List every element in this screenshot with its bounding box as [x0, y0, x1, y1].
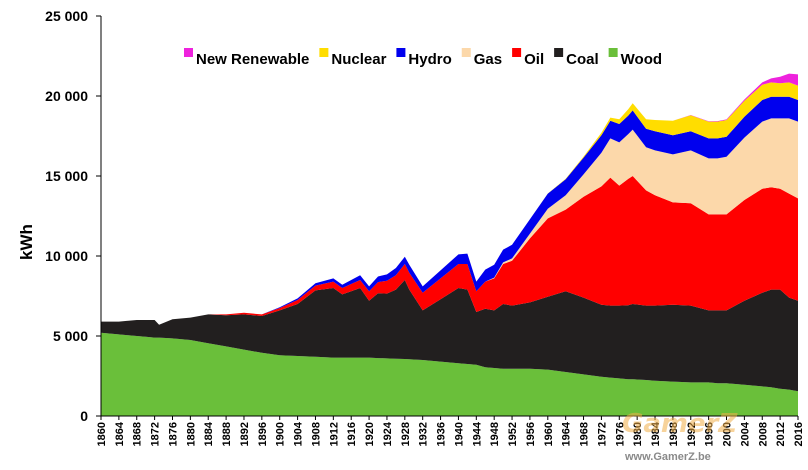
- x-tick-label: 1924: [382, 421, 394, 446]
- legend: New Renewable Nuclear Hydro Gas Oil Coal Wood: [184, 48, 662, 68]
- x-tick-label: 1872: [150, 422, 162, 446]
- x-tick-label: 1964: [561, 421, 573, 446]
- x-tick-label: 1952: [507, 422, 519, 446]
- x-tick-label: 2012: [775, 422, 787, 446]
- x-tick-label: 1936: [436, 422, 448, 446]
- watermark-url: www.GamerZ.be: [624, 451, 711, 463]
- x-tick-label: 1860: [96, 422, 108, 446]
- x-tick-label: 1892: [239, 422, 251, 446]
- watermark: GamerZ www.GamerZ.be: [622, 409, 738, 463]
- x-tick-label: 1904: [293, 421, 305, 446]
- x-tick-label: 1900: [275, 422, 287, 446]
- legend-swatch-nuclear: [319, 48, 329, 57]
- legend-label-wood: Wood: [621, 51, 662, 68]
- area-coal: [101, 280, 798, 392]
- x-tick-label: 2016: [793, 422, 805, 446]
- x-tick-label: 1928: [400, 422, 412, 446]
- legend-swatch-gas: [461, 48, 471, 57]
- x-tick-label: 1920: [364, 422, 376, 446]
- legend-swatch-hydro: [396, 48, 406, 57]
- x-tick-label: 1992: [686, 422, 698, 446]
- x-tick-label: 1948: [489, 422, 501, 446]
- legend-label-coal: Coal: [566, 51, 599, 68]
- x-tick-label: 2008: [757, 422, 769, 446]
- y-axis-label: kWh: [17, 224, 36, 260]
- x-tick-label: 1940: [453, 422, 465, 446]
- watermark-logo: GamerZ: [622, 409, 738, 439]
- y-tick-label: 0: [80, 408, 88, 424]
- axes: [100, 16, 798, 417]
- area-layers: [101, 73, 798, 416]
- x-tick-label: 1980: [632, 422, 644, 446]
- x-tick-label: 1908: [310, 422, 322, 446]
- x-tick-label: 1896: [257, 422, 269, 446]
- x-tick-label: 1972: [596, 422, 608, 446]
- x-tick-label: 1984: [650, 421, 662, 446]
- x-tick-label: 1888: [221, 422, 233, 446]
- x-tick-label: 1988: [668, 422, 680, 446]
- legend-label-gas: Gas: [474, 51, 502, 68]
- x-tick-label: 1868: [132, 422, 144, 446]
- legend-swatch-new-renewable: [184, 48, 193, 57]
- x-tick-label: 1880: [185, 422, 197, 446]
- legend-swatch-wood: [608, 48, 618, 57]
- x-tick-label: 1968: [579, 422, 591, 446]
- y-tick-label: 5 000: [53, 328, 88, 344]
- legend-swatch-coal: [554, 48, 564, 57]
- legend-label-hydro: Hydro: [408, 51, 451, 68]
- legend-label-nuclear: Nuclear: [331, 51, 386, 68]
- x-tick-label: 1932: [418, 422, 430, 446]
- x-tick-label: 1976: [614, 422, 626, 446]
- x-tick-label: 2004: [739, 421, 751, 446]
- x-axis-ticks: 1860 1864 1868 1872 1876 1880 1884 1888 1892 1896…: [96, 416, 805, 446]
- x-tick-label: 1956: [525, 422, 537, 446]
- x-tick-label: 1944: [471, 421, 483, 446]
- area-oil: [101, 176, 798, 325]
- x-tick-label: 1996: [704, 422, 716, 446]
- legend-swatch-oil: [512, 48, 522, 57]
- area-gas: [101, 118, 798, 325]
- x-tick-label: 1912: [328, 422, 340, 446]
- x-tick-label: 1916: [346, 422, 358, 446]
- y-tick-label: 20 000: [45, 88, 88, 104]
- y-axis-ticks: 0 5 000 10 000 15 000 20 000 25 000: [45, 8, 101, 424]
- x-tick-label: 2000: [722, 422, 734, 446]
- x-tick-label: 1960: [543, 422, 555, 446]
- legend-label-oil: Oil: [524, 51, 544, 68]
- area-wood: [101, 332, 798, 416]
- x-tick-label: 1876: [167, 422, 179, 446]
- y-tick-label: 25 000: [45, 8, 88, 24]
- x-tick-label: 1864: [114, 421, 126, 446]
- y-tick-label: 15 000: [45, 168, 88, 184]
- x-tick-label: 1884: [203, 421, 215, 446]
- legend-label-new-renewable: New Renewable: [196, 51, 309, 68]
- y-tick-label: 10 000: [45, 248, 88, 264]
